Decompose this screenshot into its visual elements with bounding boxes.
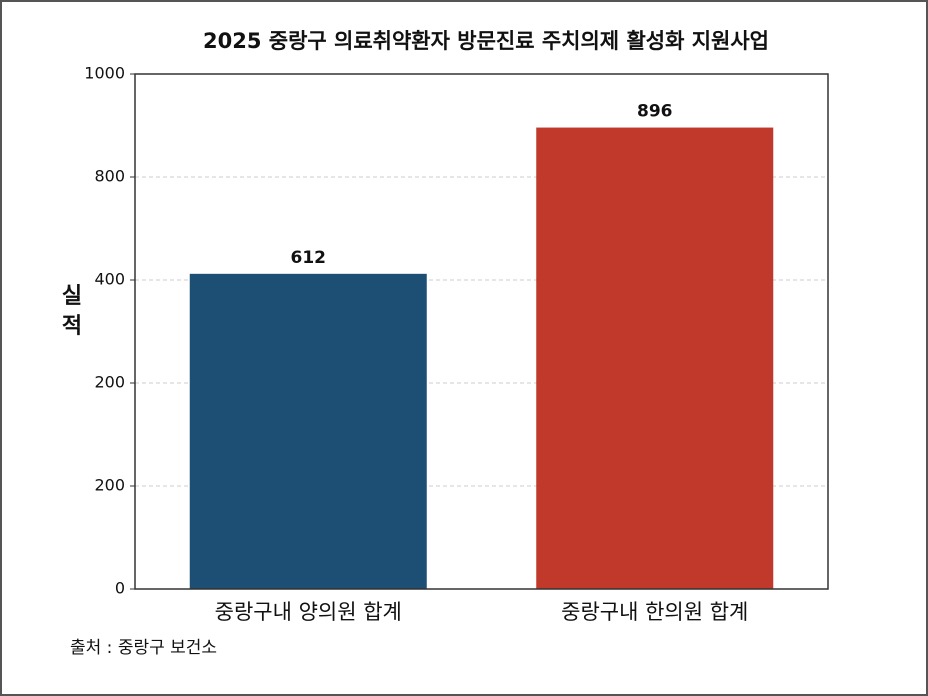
bar [536,127,774,589]
y-tick-label: 800 [94,167,125,186]
y-tick-label: 200 [94,373,125,392]
value-label: 612 [291,248,327,268]
y-axis-label: 실적 [61,284,83,339]
x-tick-label: 중랑구내 양의원 합계 [215,600,402,624]
source: 출처 : 중랑구 보건소 [70,638,217,658]
y-tick-label: 400 [94,270,125,289]
x-tick-label: 중랑구내 한의원 합계 [561,600,748,624]
chart-title: 2025 중랑구 의료취약환자 방문진료 주치의제 활성화 지원사업 [203,29,769,53]
plot-frame [134,73,829,590]
y-tick-label: 200 [94,476,125,495]
y-tick-label: 0 [115,579,125,598]
bar [189,273,427,589]
value-label: 896 [637,102,673,122]
y-tick-label: 1000 [84,64,125,83]
